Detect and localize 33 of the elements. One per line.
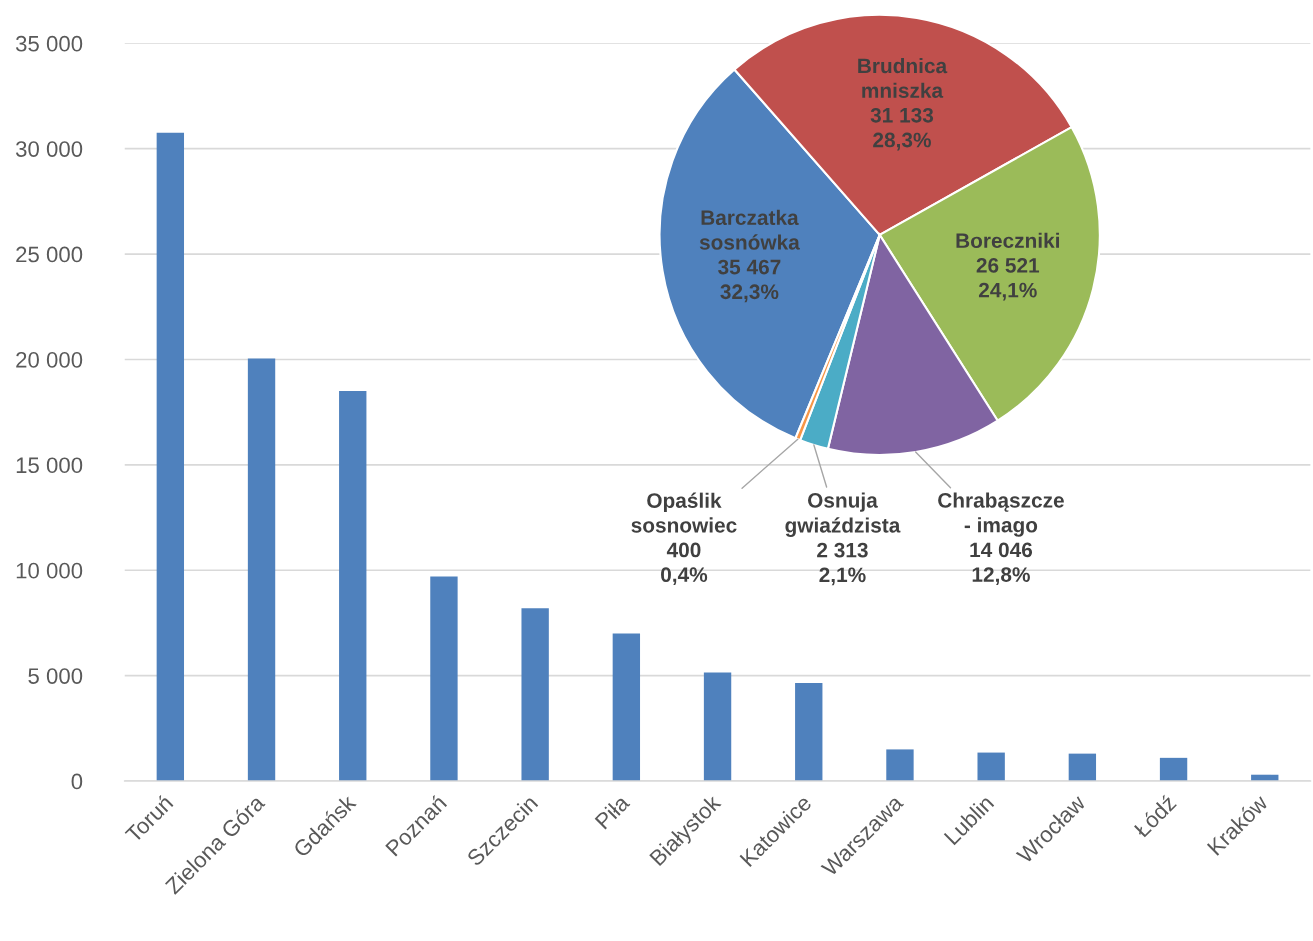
data-label: 14 046 12,8% bbox=[970, 542, 1033, 585]
bar bbox=[430, 576, 458, 782]
bar bbox=[339, 391, 367, 782]
y-tick-label: 20 000 bbox=[16, 352, 83, 368]
y-tick-label: 5 000 bbox=[28, 668, 83, 684]
data-label: 31 133 28,3% bbox=[870, 107, 934, 151]
y-tick-label: 0 bbox=[71, 773, 83, 790]
x-tick-label: Piła bbox=[594, 793, 631, 830]
bar bbox=[886, 749, 914, 782]
slice-label: Brudnica mniszka bbox=[858, 57, 948, 98]
bar bbox=[1159, 757, 1188, 782]
bar bbox=[247, 358, 276, 782]
slice-label: Opaślik sosnowiec bbox=[631, 492, 737, 533]
slice-label: Chrabąszcze - imago bbox=[938, 492, 1064, 537]
bar bbox=[521, 608, 549, 782]
y-tick-label: 30 000 bbox=[15, 141, 83, 157]
y-tick-label: 25 000 bbox=[16, 246, 83, 263]
slice-label: Barczatka sosnówka bbox=[699, 209, 800, 250]
slice-label: Osnuja gwiaździsta bbox=[785, 492, 901, 537]
bar bbox=[156, 132, 185, 782]
bar bbox=[703, 672, 732, 782]
bar bbox=[977, 752, 1005, 782]
data-label: 26 521 24,1% bbox=[976, 258, 1040, 301]
y-tick-label: 35 000 bbox=[15, 35, 83, 52]
data-label: 35 467 32,3% bbox=[718, 259, 781, 303]
data-label: 400 0,4% bbox=[661, 542, 708, 586]
y-tick-label: 10 000 bbox=[16, 562, 83, 579]
bar bbox=[795, 683, 823, 782]
y-tick-label: 15 000 bbox=[16, 457, 83, 474]
bar bbox=[1068, 753, 1097, 782]
bar bbox=[612, 633, 641, 782]
slice-label: Boreczniki bbox=[956, 232, 1059, 249]
data-label: 2 313 2,1% bbox=[817, 542, 868, 586]
